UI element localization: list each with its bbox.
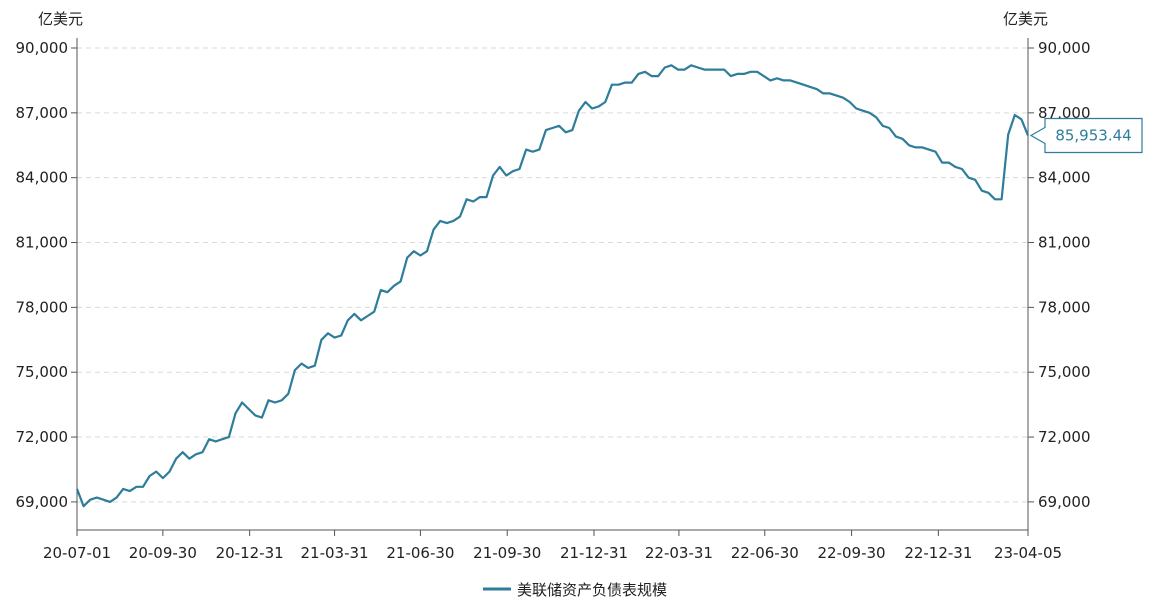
x-tick-label: 20-07-01 [43, 544, 111, 562]
x-tick-label: 22-03-31 [645, 544, 713, 562]
y-tick-label-right: 90,000 [1038, 39, 1091, 57]
y-unit-left: 亿美元 [38, 10, 83, 28]
y-tick-label-right: 84,000 [1038, 169, 1091, 187]
x-tick-label: 22-09-30 [818, 544, 886, 562]
x-tick-label: 21-03-31 [301, 544, 369, 562]
x-tick-label: 23-04-05 [994, 544, 1062, 562]
x-tick-label: 21-06-30 [386, 544, 454, 562]
y-tick-label-right: 81,000 [1038, 234, 1091, 252]
y-tick-label-left: 81,000 [16, 234, 69, 252]
axes: 69,000 69,000 72,000 72,000 75,000 75,000 78,0… [16, 38, 1091, 562]
x-tick-label: 22-06-30 [731, 544, 799, 562]
y-tick-label-right: 72,000 [1038, 428, 1091, 446]
legend-label: 美联储资产负债表规模 [517, 581, 667, 599]
y-tick-label-right: 78,000 [1038, 298, 1091, 316]
last-value-callout: 85,953.44 [1029, 117, 1143, 154]
series-layer [75, 64, 1030, 508]
y-tick-label-left: 84,000 [16, 169, 69, 187]
y-tick-label-left: 75,000 [16, 363, 69, 381]
y-tick-label-left: 72,000 [16, 428, 69, 446]
y-tick-label-left: 90,000 [16, 39, 69, 57]
callout-value: 85,953.44 [1055, 126, 1131, 144]
y-tick-label-left: 87,000 [16, 104, 69, 122]
y-tick-label-left: 78,000 [16, 298, 69, 316]
y-unit-right: 亿美元 [1003, 10, 1048, 28]
y-tick-label-left: 69,000 [16, 493, 69, 511]
y-tick-label-right: 69,000 [1038, 493, 1091, 511]
series-line [75, 64, 1030, 508]
legend: 美联储资产负债表规模 [483, 581, 667, 599]
x-tick-label: 22-12-31 [904, 544, 972, 562]
x-tick-label: 20-12-31 [216, 544, 284, 562]
callout-box [1029, 117, 1143, 154]
x-tick-label: 21-09-30 [473, 544, 541, 562]
grid-lines [77, 47, 1028, 503]
x-tick-label: 21-12-31 [560, 544, 628, 562]
y-tick-label-right: 87,000 [1038, 104, 1091, 122]
x-tick-label: 20-09-30 [129, 544, 197, 562]
y-tick-label-right: 75,000 [1038, 363, 1091, 381]
